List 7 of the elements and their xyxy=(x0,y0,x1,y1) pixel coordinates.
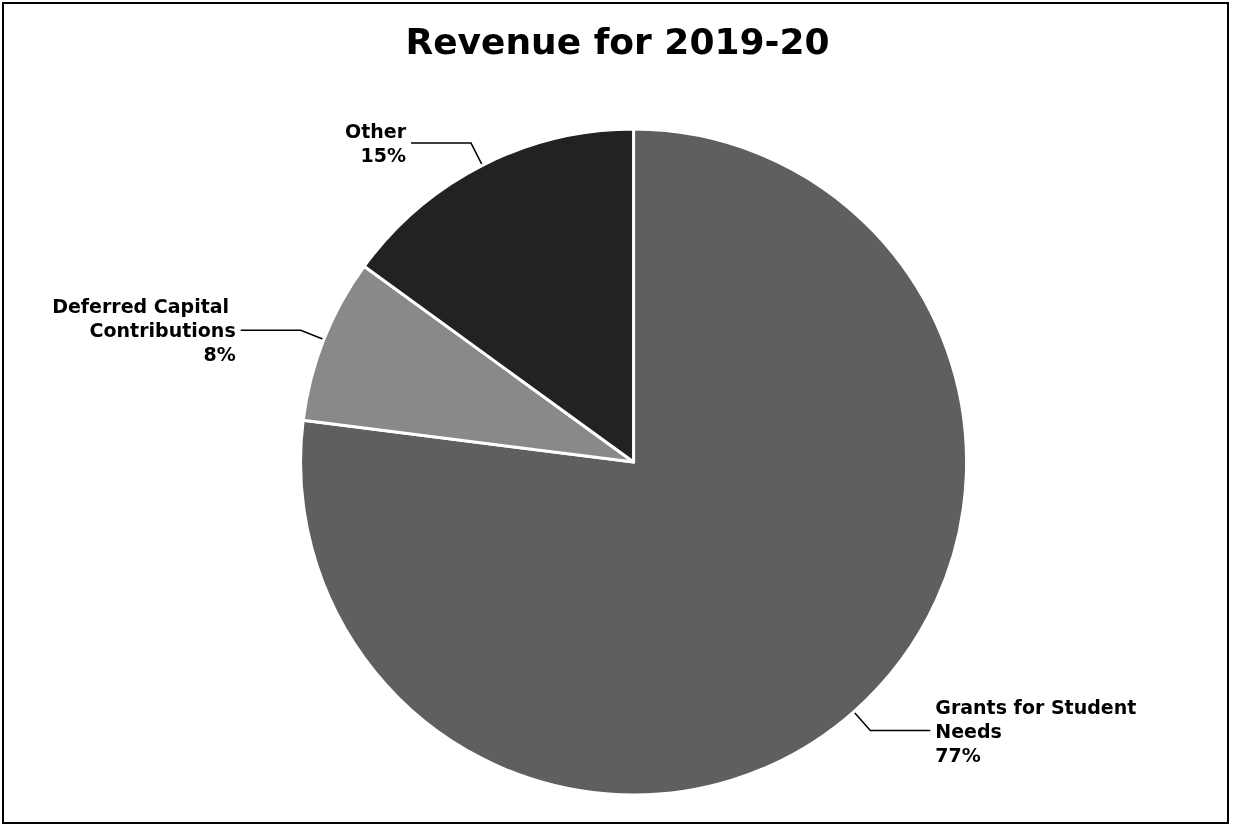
chart-title: Revenue for 2019-20 xyxy=(405,20,830,62)
data-label: 77% xyxy=(935,743,981,766)
data-label: 8% xyxy=(203,343,236,366)
slice-label: Grants for Student Needs xyxy=(935,695,1143,742)
slice-label: Other xyxy=(345,120,407,143)
data-label: 15% xyxy=(360,144,407,167)
slice-label: Deferred Capital Contributions xyxy=(52,295,236,342)
